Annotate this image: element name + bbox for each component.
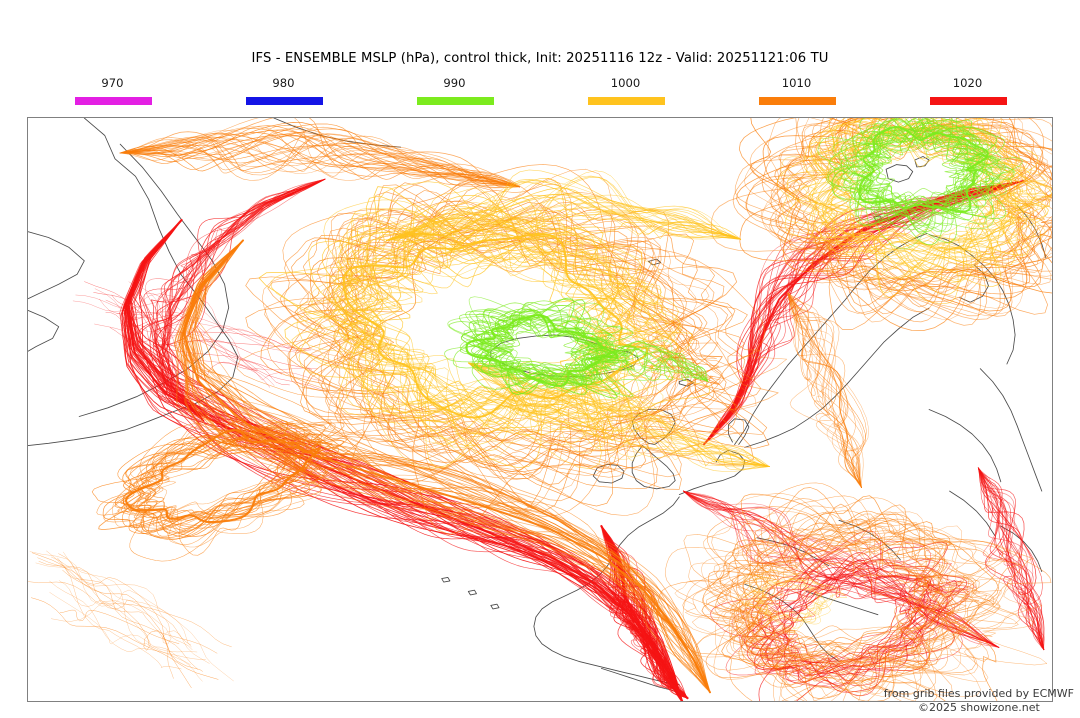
legend-entry-980: 980: [204, 76, 364, 110]
legend-swatch-970: [74, 97, 152, 105]
legend-label-1000: 1000: [610, 76, 641, 90]
legend-entry-1000: 1000: [546, 76, 706, 110]
contour-group-990: [444, 118, 1023, 399]
legend-entry-970: 970: [33, 76, 193, 110]
spaghetti-contour-map: [28, 118, 1052, 701]
legend-swatch-980: [245, 97, 323, 105]
legend-entry-1020: 1020: [888, 76, 1048, 110]
legend-swatch-1010: [758, 97, 836, 105]
legend-swatch-1000: [587, 97, 665, 105]
contour-group-1000: [258, 118, 1052, 633]
legend-entry-1010: 1010: [717, 76, 877, 110]
control-member-990: [465, 314, 619, 387]
legend-label-990: 990: [443, 76, 466, 90]
legend-swatch-1020: [929, 97, 1007, 105]
control-member-1000: [342, 232, 649, 419]
legend: 970 980 990 1000 1010 1020: [27, 76, 1053, 110]
legend-label-970: 970: [101, 76, 124, 90]
credit-copyright-line: ©2025 showizone.net: [918, 701, 1040, 714]
legend-entry-990: 990: [375, 76, 535, 110]
legend-label-1010: 1010: [781, 76, 812, 90]
legend-swatch-990: [416, 97, 494, 105]
legend-label-980: 980: [272, 76, 295, 90]
page-title: IFS - ENSEMBLE MSLP (hPa), control thick…: [251, 51, 829, 66]
legend-label-1020: 1020: [952, 76, 983, 90]
control-member-1010: [124, 429, 322, 524]
map-plot-area: [27, 117, 1053, 702]
